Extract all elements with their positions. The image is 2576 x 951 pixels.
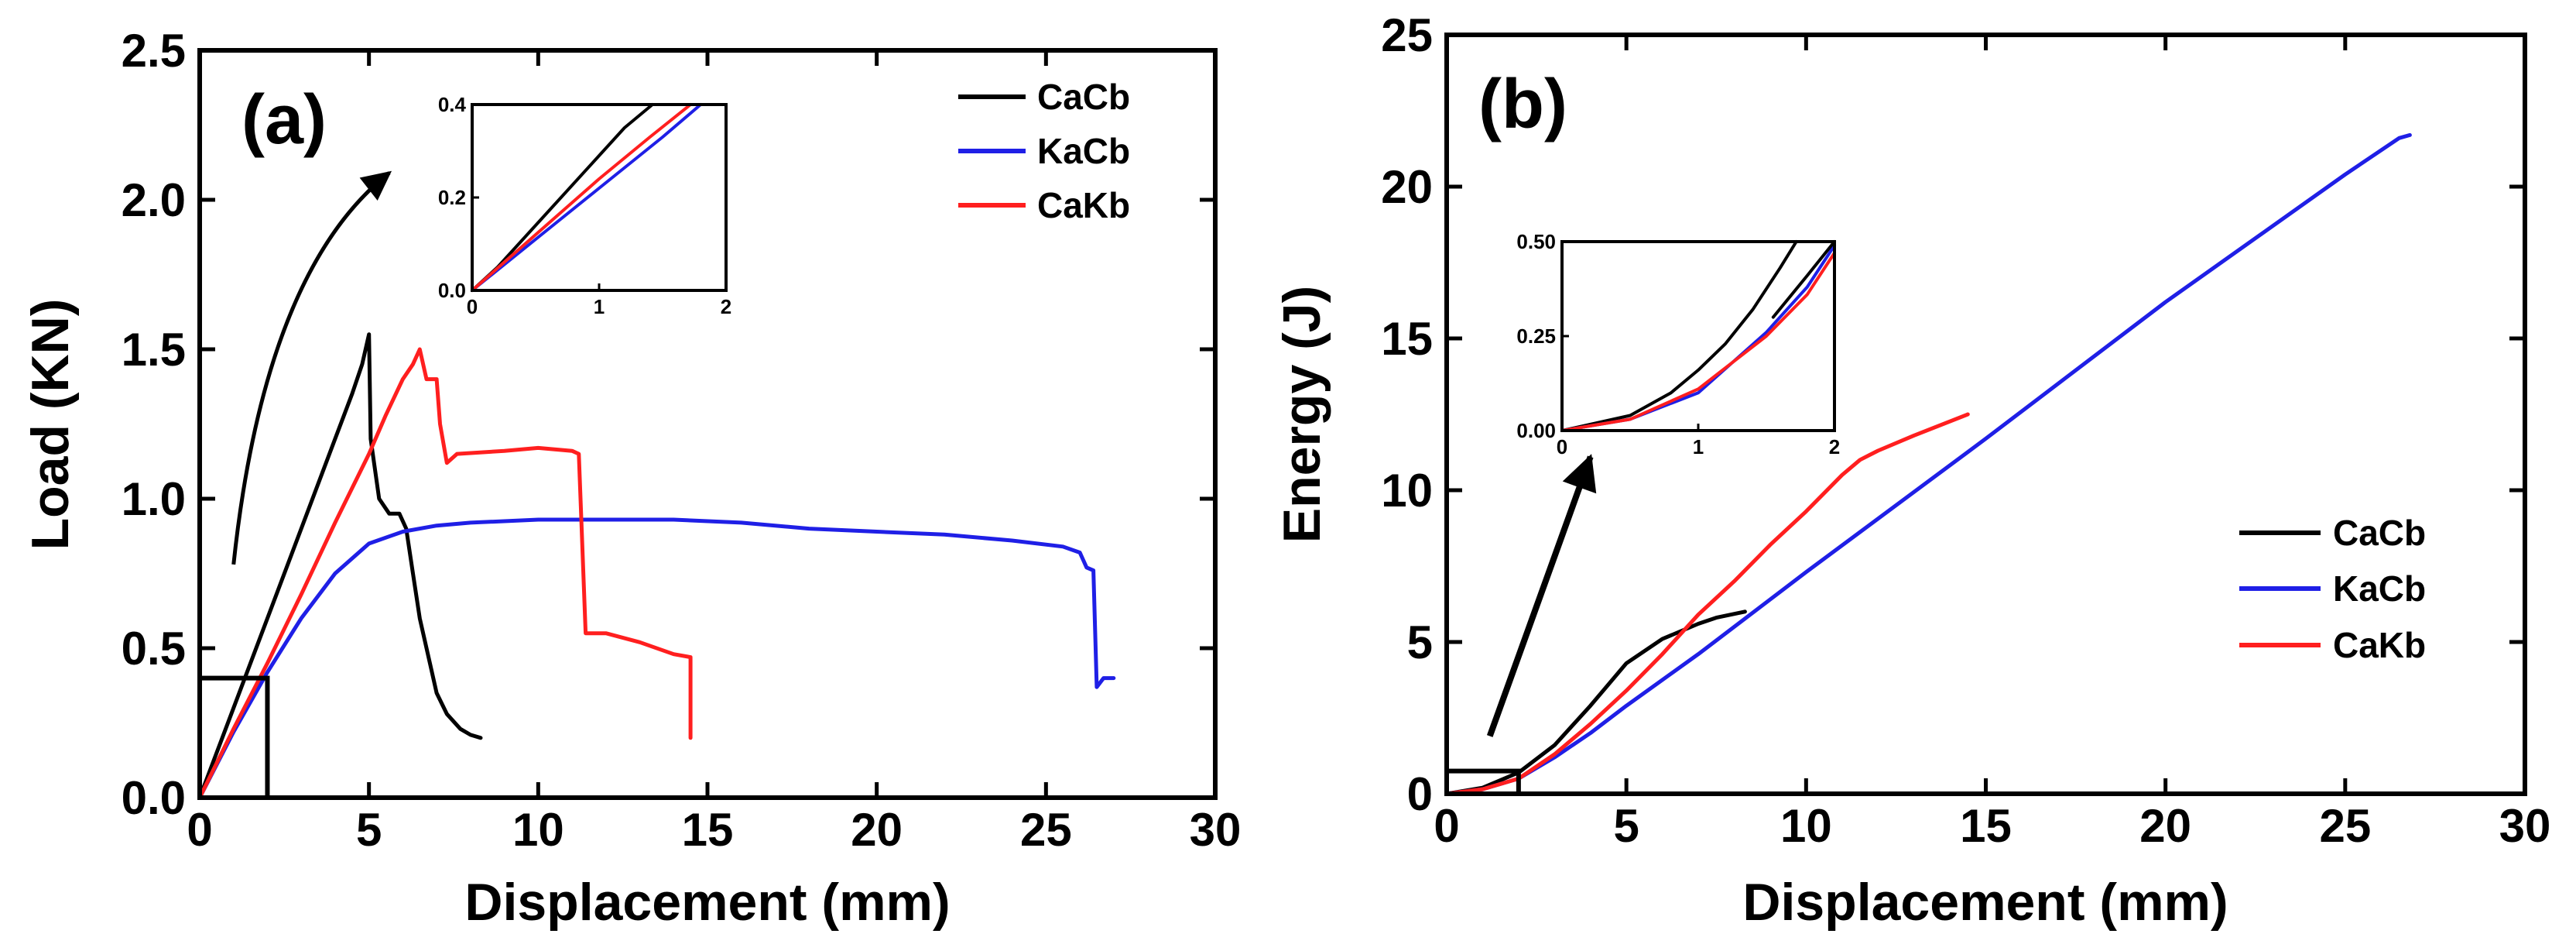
- legend-a-label-cacb: CaCb: [1037, 77, 1130, 117]
- series-cacb-line: [1444, 609, 1747, 796]
- x-tick-label: 10: [512, 804, 564, 856]
- legend-b-label-kacb: KaCb: [2333, 568, 2426, 609]
- panel-b-inset-frame: [1560, 240, 1836, 432]
- legend-b-label-cakb: CaKb: [2333, 625, 2426, 665]
- panel-b-inset-series: [1560, 240, 1836, 432]
- series-cacb-line: [197, 332, 483, 800]
- legend-a-label-kacb: KaCb: [1037, 131, 1130, 171]
- panel-a-label: (a): [242, 81, 327, 159]
- inset-x-tick-label: 2: [1829, 435, 1840, 458]
- inset-series-cacb-2-line: [1771, 240, 1836, 319]
- x-tick-label: 30: [1190, 804, 1242, 856]
- x-tick-label: 0: [187, 804, 212, 856]
- x-tick-label: 20: [2139, 800, 2191, 852]
- x-tick-label: 10: [1780, 800, 1832, 852]
- y-tick-label: 25: [1381, 9, 1433, 61]
- panel-b-arrowhead: [1562, 454, 1597, 494]
- y-tick-label: 0.0: [122, 772, 186, 824]
- x-tick-label: 20: [851, 804, 903, 856]
- legend-b-label-cacb: CaCb: [2333, 513, 2426, 553]
- panel-a-inset-frame: [471, 103, 728, 292]
- y-tick-label: 1.0: [122, 473, 186, 525]
- x-tick-label: 0: [1434, 800, 1459, 852]
- y-tick-label: 20: [1381, 161, 1433, 213]
- panel-b: 0 5 10 15 20 25 30 0 5 10 15 20 25 (b) 0 1 2 0.00 0.25 0.…: [1273, 9, 2550, 932]
- x-tick-label: 15: [682, 804, 734, 856]
- x-tick-label: 15: [1960, 800, 2012, 852]
- x-tick-label: 5: [356, 804, 382, 856]
- inset-y-tick-label: 0.50: [1516, 230, 1556, 253]
- panel-a-arrow: [231, 171, 391, 565]
- panel-a-inset-ticks: 0 1 2 0.0 0.2 0.4: [438, 93, 731, 318]
- x-tick-label: 5: [1613, 800, 1639, 852]
- x-tick-label: 25: [1020, 804, 1072, 856]
- y-tick-label: 1.5: [122, 324, 186, 376]
- x-tick-label: 30: [2499, 800, 2551, 852]
- inset-y-tick-label: 0.25: [1516, 324, 1556, 348]
- panel-b-inset: 0 1 2 0.00 0.25 0.50: [1516, 230, 1840, 458]
- panel-a-inset-series: [471, 103, 703, 292]
- legend-a-label-cakb: CaKb: [1037, 185, 1130, 225]
- series-kacb-line: [197, 517, 1116, 800]
- y-tick-label: 0.5: [122, 623, 186, 675]
- panel-a-xlabel: Displacement (mm): [464, 873, 950, 932]
- y-tick-label: 2.0: [122, 174, 186, 226]
- inset-x-tick-label: 2: [721, 295, 731, 318]
- panel-b-inset-ticks: 0 1 2 0.00 0.25 0.50: [1516, 230, 1840, 458]
- series-cakb-line: [1444, 412, 1970, 796]
- inset-series-cacb-line: [1560, 240, 1798, 432]
- panel-b-label: (b): [1478, 66, 1567, 143]
- panel-a-legend: CaCb KaCb CaKb: [958, 77, 1130, 225]
- inset-series-kacb-line: [471, 103, 703, 292]
- inset-series-cakb-line: [471, 103, 693, 292]
- y-tick-label: 10: [1381, 465, 1433, 517]
- panel-b-xlabel: Displacement (mm): [1742, 873, 2228, 932]
- panel-b-legend: CaCb KaCb CaKb: [2239, 513, 2426, 665]
- panel-a-series: [197, 332, 1116, 800]
- inset-x-tick-label: 1: [1693, 435, 1704, 458]
- x-tick-label: 25: [2319, 800, 2371, 852]
- inset-y-tick-label: 0.00: [1516, 419, 1556, 442]
- inset-x-tick-label: 0: [467, 295, 478, 318]
- y-tick-label: 15: [1381, 313, 1433, 365]
- inset-series-cakb-line: [1560, 251, 1836, 432]
- inset-y-tick-label: 0.2: [438, 186, 466, 209]
- panel-a-ylabel: Load (KN): [21, 299, 80, 551]
- y-tick-label: 2.5: [122, 25, 186, 77]
- inset-x-tick-label: 0: [1557, 435, 1567, 458]
- inset-y-tick-label: 0.4: [438, 93, 467, 116]
- panel-a-arrowhead: [359, 170, 392, 201]
- panel-a-inset: 0 1 2 0.0 0.2 0.4: [438, 93, 731, 318]
- panel-a: 0 5 10 15 20 25 30 0.0 0.5 1.0 1.5 2.0 2.5 (a) 0 1 2 0.…: [21, 25, 1241, 932]
- panel-b-arrow: [1486, 455, 1594, 737]
- y-tick-label: 5: [1407, 616, 1433, 668]
- panel-a-ticks: 0 5 10 15 20 25 300.00.51.01.52.02.5: [122, 25, 1242, 856]
- inset-y-tick-label: 0.0: [438, 279, 466, 302]
- panel-b-ylabel: Energy (J): [1273, 286, 1331, 544]
- y-tick-label: 0: [1407, 768, 1433, 820]
- inset-x-tick-label: 1: [594, 295, 605, 318]
- series-cakb-line: [197, 347, 693, 800]
